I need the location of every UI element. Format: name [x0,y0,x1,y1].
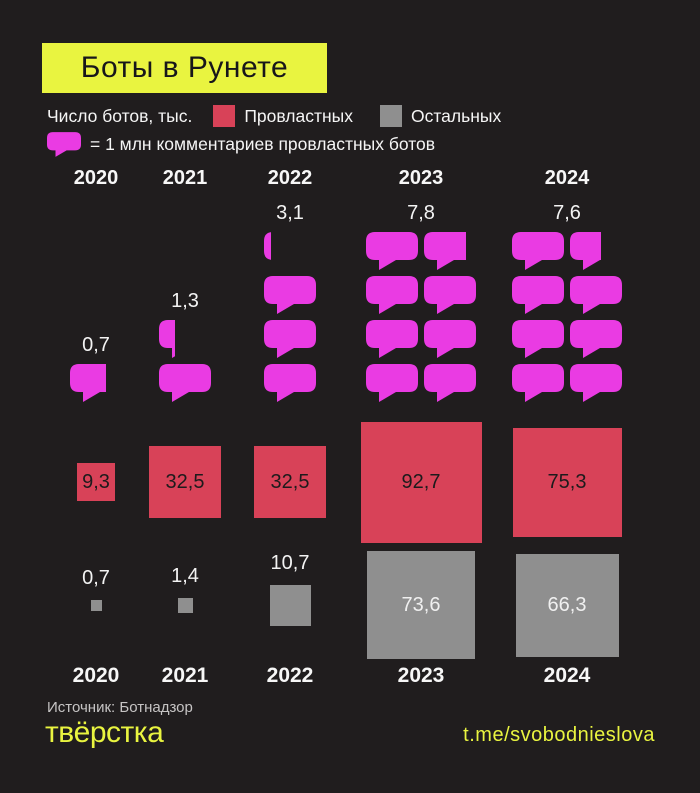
speech-bubble [512,320,564,358]
year-label-bottom: 2024 [543,664,591,687]
pro-gov-square: 32,5 [149,446,221,518]
legend-units-label: Число ботов, тыс. [47,105,193,126]
page-title: Боты в Рунете [80,51,289,84]
legend-pro-gov-label: Провластных [244,105,353,126]
speech-bubble [159,320,175,358]
others-square: 66,3 [515,553,619,657]
pro-gov-square: 9,3 [77,463,115,501]
year-label-bottom: 2020 [72,664,120,687]
year-label-top: 2024 [544,167,590,189]
speech-bubble [70,364,106,402]
others-value-label: 10,7 [270,551,310,574]
year-label-top: 2023 [398,167,444,189]
verstka-logo: твёрстка [45,716,164,749]
speech-bubble [512,276,564,314]
telegram-link: t.me/svobodnieslova [463,724,655,746]
speech-bubble [366,232,418,270]
comments-value-label: 7,6 [553,202,581,224]
others-square [90,599,102,611]
speech-bubble [264,276,316,314]
legend-others-label: Остальных [410,105,502,126]
source-note: Источник: Ботнадзор [47,699,193,716]
speech-bubble [570,276,622,314]
speech-bubble [512,232,564,270]
year-label-bottom: 2022 [266,664,314,687]
speech-bubble [366,320,418,358]
year-label-top: 2020 [73,167,119,189]
speech-bubble [159,364,211,402]
speech-bubble [264,364,316,402]
speech-bubble [424,320,476,358]
year-label-bottom: 2023 [397,664,445,687]
speech-bubble [570,364,622,402]
year-label-top: 2021 [162,167,208,189]
comments-value-label: 7,8 [407,202,435,224]
speech-bubble [264,320,316,358]
legend-bubble-note: = 1 млн комментариев провластных ботов [90,133,436,154]
legend-row-bots: Число ботов, тыс. Провластных Остальных [47,104,501,128]
legend-row-comments: = 1 млн комментариев провластных ботов [47,131,435,157]
pro-gov-color-swatch [213,105,236,127]
pro-gov-square: 75,3 [512,427,622,537]
year-label-bottom: 2021 [161,664,209,687]
speech-bubble [570,232,601,270]
comments-value-label: 1,3 [171,290,199,312]
pro-gov-square: 32,5 [254,446,326,518]
speech-bubble [512,364,564,402]
year-label-top: 2022 [267,167,313,189]
speech-bubble [264,232,271,270]
speech-bubble [424,232,466,270]
others-value-label: 1,4 [171,564,199,587]
comments-value-label: 0,7 [82,334,110,356]
speech-bubble [366,364,418,402]
speech-bubble-icon [47,131,81,157]
others-square [269,584,311,626]
speech-bubble [570,320,622,358]
others-square: 73,6 [367,551,475,659]
comments-value-label: 3,1 [276,202,304,224]
speech-bubble [424,276,476,314]
others-value-label: 0,7 [82,566,110,589]
speech-bubble [424,364,476,402]
speech-bubble [366,276,418,314]
pro-gov-square: 92,7 [360,421,482,543]
others-color-swatch [379,105,402,127]
title-box: Боты в Рунете [42,43,327,93]
others-square [177,597,193,613]
